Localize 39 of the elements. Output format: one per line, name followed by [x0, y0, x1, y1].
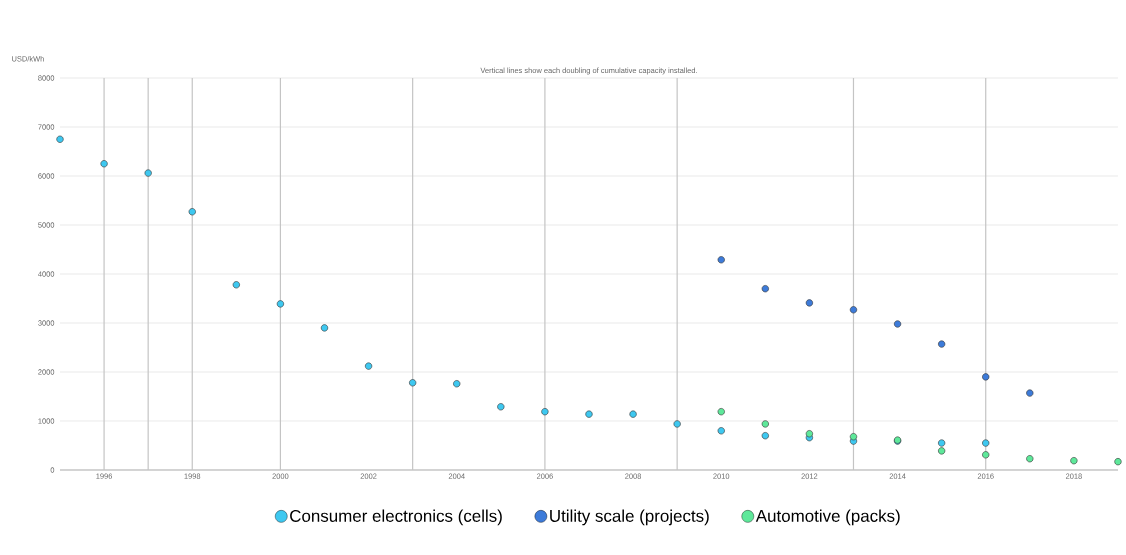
point — [1026, 389, 1034, 397]
point — [497, 403, 505, 411]
point — [1026, 455, 1034, 463]
point — [541, 408, 549, 416]
point — [982, 451, 990, 459]
point — [938, 340, 946, 348]
point — [673, 420, 681, 428]
point — [761, 285, 769, 293]
legend-label: Automotive (packs) — [755, 509, 900, 526]
legend-label: Consumer electronics (cells) — [290, 509, 502, 526]
point — [849, 433, 858, 441]
point — [1114, 458, 1122, 466]
point — [717, 427, 725, 435]
point — [364, 362, 373, 370]
point — [409, 379, 417, 387]
point — [761, 432, 769, 440]
point — [629, 410, 637, 418]
point — [232, 281, 240, 289]
point — [982, 373, 990, 381]
point — [56, 135, 64, 143]
point — [1070, 457, 1078, 465]
point — [100, 160, 108, 168]
point — [805, 430, 813, 438]
point — [585, 410, 593, 418]
point — [849, 306, 858, 314]
point — [717, 408, 725, 416]
point — [320, 324, 329, 332]
point — [761, 420, 769, 428]
point — [188, 208, 196, 216]
legend-label: Utility scale (projects) — [550, 509, 709, 526]
point — [938, 439, 946, 447]
point — [893, 320, 902, 328]
point — [982, 439, 990, 447]
point — [276, 300, 285, 308]
point — [144, 169, 152, 177]
point — [805, 299, 813, 307]
point — [453, 380, 461, 388]
point — [938, 447, 946, 455]
point — [717, 256, 725, 264]
